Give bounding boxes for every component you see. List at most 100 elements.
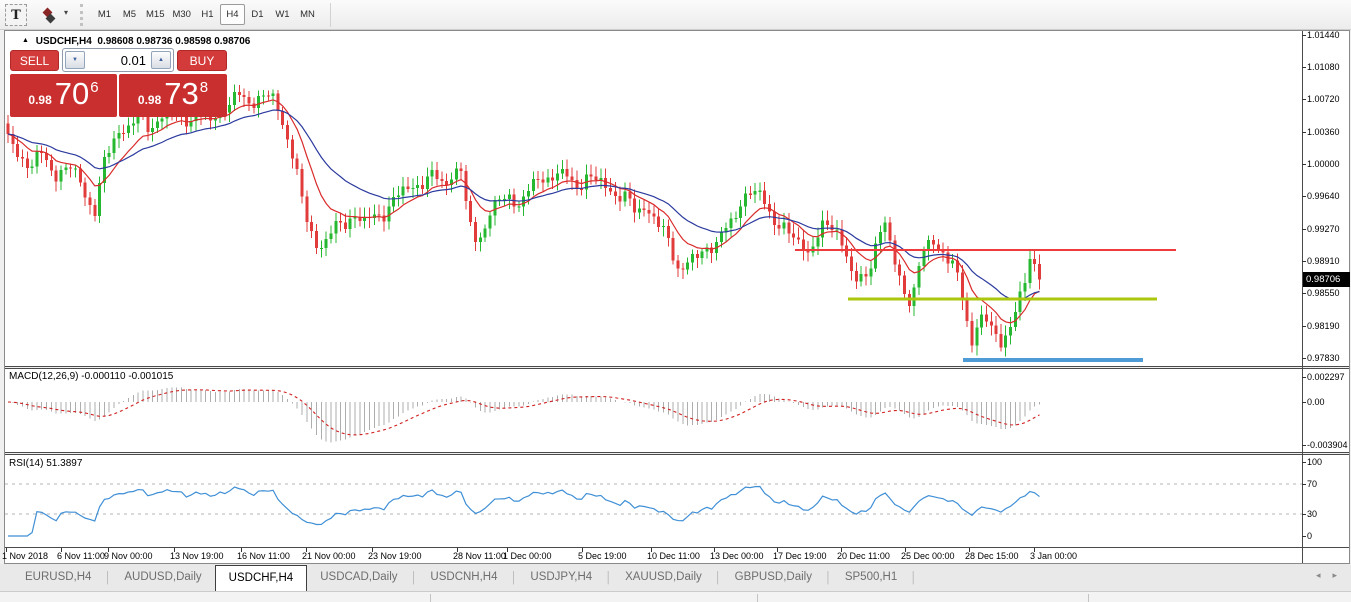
tab-sp500-h1[interactable]: SP500,H1 [844,571,898,583]
volume-decrease-button[interactable]: ▼ [65,51,85,69]
arrows-dropdown-caret-icon[interactable]: ▾ [64,8,69,17]
arrows-tool-button[interactable] [36,4,62,26]
timeframe-button-w1[interactable]: W1 [275,9,290,20]
toolbar-separator [330,3,331,27]
buy-price-display[interactable]: 0.98 73 8 [119,74,227,117]
time-axis-label: 13 Nov 19:00 [170,551,224,561]
macd-axis-label: 0.002297 [1307,371,1345,382]
time-axis-tick [1034,548,1035,552]
timeframe-button-mn[interactable]: MN [300,9,315,20]
window-border-right [1349,30,1350,564]
tab-scroll-left-icon[interactable]: ◂ [1315,570,1321,580]
main-chart-pane[interactable] [5,31,1349,366]
tab-usdcad-daily[interactable]: USDCAD,Daily [320,571,398,583]
time-axis-label: 20 Dec 11:00 [837,551,890,561]
price-axis-label: 0.97830 [1307,352,1340,363]
status-bar-divider [1088,594,1089,602]
time-axis-tick [905,548,906,552]
timeframe-button-m5[interactable]: M5 [122,9,137,20]
rsi-axis-label: 70 [1307,479,1318,490]
sell-price-display[interactable]: 0.98 70 6 [10,74,117,117]
timeframe-button-h4[interactable]: H4 [219,4,245,25]
tab-scroll-right-icon[interactable]: ▸ [1332,570,1337,580]
chart-ohlc-header: ▲ USDCHF,H4 0.98608 0.98736 0.98598 0.98… [22,36,250,47]
time-axis-tick [457,548,458,552]
time-axis-tick [6,548,7,552]
rsi-canvas[interactable] [5,455,1302,547]
price-axis-border [1302,31,1303,563]
price-axis-tick [1302,261,1306,263]
buy-button[interactable]: BUY [177,50,227,71]
pane-splitter[interactable] [5,452,1349,453]
pane-splitter[interactable] [5,454,1349,455]
top-toolbar: T ▾ M1 M5 M15 M30 H1 H4 D1 W1 MN [0,0,1351,30]
rsi-pane[interactable] [5,455,1349,547]
sell-price-pip: 6 [90,79,99,96]
time-axis-tick [174,548,175,552]
tab-eurusd-h4[interactable]: EURUSD,H4 [25,571,92,583]
sell-button[interactable]: SELL [10,50,59,71]
pane-splitter[interactable] [5,366,1349,367]
timeframe-button-row: M1 M5 M15 M30 H1 H4 D1 W1 MN [92,4,320,25]
tab-separator: │ [410,572,418,584]
time-axis-tick [582,548,583,552]
time-axis-tick [841,548,842,552]
text-tool-button[interactable]: T [5,4,27,26]
time-axis-label: 6 Nov 11:00 [57,551,105,561]
price-axis-tick [1302,163,1306,165]
macd-pane[interactable] [5,369,1349,452]
price-axis-label: 0.99640 [1307,190,1340,201]
time-axis-label: 5 Dec 19:00 [578,551,627,561]
price-axis-tick [1302,35,1306,36]
timeframe-button-m30[interactable]: M30 [172,9,191,20]
tab-xauusd-daily[interactable]: XAUUSD,Daily [625,571,702,583]
price-axis-tick [1302,131,1306,133]
price-chart-canvas[interactable] [5,31,1302,366]
time-axis-label: 23 Nov 19:00 [368,551,422,561]
rsi-axis-tick [1302,462,1306,463]
buy-price-pip: 8 [199,79,209,96]
one-click-trading-toggle-icon[interactable]: ▲ [22,37,29,44]
macd-indicator-label: MACD(12,26,9) -0.000110 -0.001015 [9,371,174,382]
ohlc-open: 0.98608 [97,36,134,47]
macd-axis-tick [1302,402,1306,403]
rsi-axis-label: 0 [1307,531,1313,541]
timeframe-button-m1[interactable]: M1 [97,9,112,20]
window-border-top [4,30,1350,31]
time-axis-label: 1 Dec 00:00 [503,551,552,561]
ohlc-high: 0.98736 [136,36,173,47]
macd-axis-tick [1302,376,1306,378]
window-border-left [4,30,5,564]
time-axis-label: 1 Nov 2018 [2,551,49,561]
time-axis-tick [777,548,778,552]
timeframe-button-m15[interactable]: M15 [146,9,165,20]
macd-canvas[interactable] [5,369,1302,452]
price-axis-label: 1.00360 [1307,126,1340,137]
rsi-axis-label: 30 [1307,508,1318,519]
tab-usdchf-h4[interactable]: USDCHF,H4 [214,565,308,591]
timeframe-button-d1[interactable]: D1 [251,9,264,20]
price-axis-label: 0.98910 [1307,256,1340,267]
rsi-indicator-label: RSI(14) 51.3897 [9,458,83,469]
time-axis-label: 25 Dec 00:00 [901,551,955,561]
time-axis-tick [651,548,652,552]
tab-usdjpy-h4[interactable]: USDJPY,H4 [530,571,593,583]
volume-increase-button[interactable]: ▲ [151,51,171,69]
price-axis-label: 0.98550 [1307,288,1340,299]
pane-splitter[interactable] [5,368,1349,369]
time-axis-tick [306,548,307,552]
tab-separator: │ [714,572,722,584]
tab-usdcnh-h4[interactable]: USDCNH,H4 [430,571,498,583]
time-axis-tick [241,548,242,552]
tab-gbpusd-daily[interactable]: GBPUSD,Daily [734,571,812,583]
tab-separator: │ [510,572,518,584]
toolbar-grip-handle[interactable] [80,4,83,26]
volume-input[interactable] [85,52,151,68]
macd-axis-tick [1302,444,1306,446]
time-axis-label: 16 Nov 11:00 [237,551,290,561]
tab-audusd-daily[interactable]: AUDUSD,Daily [124,571,202,583]
time-axis-label: 28 Dec 15:00 [965,551,1019,561]
timeframe-button-h1[interactable]: H1 [201,9,214,20]
time-axis-tick [969,548,970,552]
status-bar [0,591,1351,602]
